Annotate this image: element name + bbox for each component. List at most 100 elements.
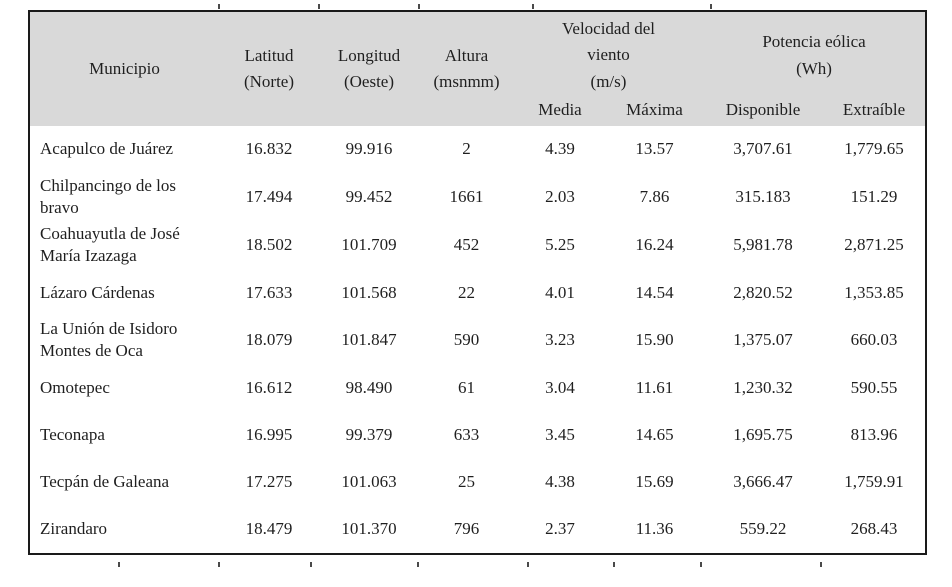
cell-velocidad-media: 5.25 [545, 235, 575, 255]
table-row: Omotepec 16.612 98.490 61 3.04 11.61 1,2… [29, 365, 926, 412]
cell-velocidad-media: 4.39 [545, 139, 575, 159]
cell-latitud: 16.995 [245, 425, 293, 445]
cell-potencia-extraible: 2,871.25 [844, 235, 904, 255]
subheader-disponible: Disponible [703, 99, 823, 126]
cell-municipio: La Unión de Isidoro Montes de Oca [40, 319, 178, 361]
cell-latitud: 18.479 [245, 519, 293, 539]
cell-potencia-disponible: 1,375.07 [733, 330, 793, 350]
wind-power-table: Municipio Latitud (Norte) Longitud (Oest… [28, 10, 927, 555]
scan-tick [218, 4, 220, 9]
cell-longitud: 101.370 [341, 519, 397, 539]
cell-potencia-disponible: 559.22 [739, 519, 787, 539]
cell-altura: 61 [458, 378, 475, 398]
cell-longitud: 101.847 [341, 330, 397, 350]
scan-tick [318, 4, 320, 9]
cell-potencia-disponible: 3,666.47 [733, 472, 793, 492]
cell-longitud: 99.916 [345, 139, 393, 159]
cell-velocidad-maxima: 13.57 [635, 139, 674, 159]
scan-tick [527, 562, 529, 567]
cell-latitud: 16.612 [245, 378, 293, 398]
cell-altura: 452 [453, 235, 480, 255]
cell-potencia-extraible: 1,759.91 [844, 472, 904, 492]
cell-municipio: Tecpán de Galeana [40, 472, 170, 492]
table-row: Tecpán de Galeana 17.275 101.063 25 4.38… [29, 459, 926, 506]
scan-tick [118, 562, 120, 567]
header-potencia-eolica: Potencia eólica (Wh) [703, 11, 926, 99]
table-body: Acapulco de Juárez 16.832 99.916 2 4.39 … [29, 126, 926, 554]
subheader-maxima: Máxima [606, 99, 703, 126]
scan-tick [613, 562, 615, 567]
cell-municipio: Omotepec [40, 378, 110, 398]
scan-tick [310, 562, 312, 567]
header-potencia-line2: (Wh) [796, 58, 832, 78]
cell-latitud: 18.079 [245, 330, 293, 350]
header-potencia-line1: Potencia eólica [762, 32, 866, 52]
scan-tick [417, 562, 419, 567]
cell-altura: 25 [458, 472, 475, 492]
header-velocidad-viento: Velocidad del viento (m/s) [514, 11, 703, 99]
scan-tick [418, 4, 420, 9]
table-row: Chilpancingo de los bravo 17.494 99.452 … [29, 173, 926, 221]
header-latitud-line2: (Norte) [243, 72, 295, 91]
cell-potencia-extraible: 590.55 [850, 378, 898, 398]
table-row: Lázaro Cárdenas 17.633 101.568 22 4.01 1… [29, 269, 926, 316]
cell-altura: 1661 [449, 187, 484, 207]
cell-potencia-disponible: 1,695.75 [733, 425, 793, 445]
cell-velocidad-media: 4.38 [545, 472, 575, 492]
cell-velocidad-media: 2.03 [545, 187, 575, 207]
scan-tick [820, 562, 822, 567]
header-latitud-line1: Latitud [244, 45, 294, 65]
header-longitud: Longitud (Oeste) [319, 11, 419, 126]
table-row: Teconapa 16.995 99.379 633 3.45 14.65 1,… [29, 412, 926, 459]
header-latitud: Latitud (Norte) [219, 11, 319, 126]
cell-velocidad-maxima: 15.69 [635, 472, 674, 492]
cell-municipio: Zirandaro [40, 519, 108, 539]
cell-velocidad-media: 2.37 [545, 519, 575, 539]
table-row: La Unión de Isidoro Montes de Oca 18.079… [29, 316, 926, 364]
header-velocidad-line2: viento [587, 45, 630, 65]
cell-municipio: Lázaro Cárdenas [40, 282, 155, 302]
cell-potencia-extraible: 1,353.85 [844, 282, 904, 302]
header-municipio: Municipio [29, 11, 219, 126]
cell-velocidad-maxima: 11.36 [635, 519, 674, 539]
scan-tick [218, 562, 220, 567]
header-velocidad-line1: Velocidad del [562, 18, 655, 38]
cell-potencia-disponible: 2,820.52 [733, 282, 793, 302]
cell-velocidad-media: 3.45 [545, 425, 575, 445]
cell-velocidad-maxima: 11.61 [635, 378, 674, 398]
cell-municipio: Acapulco de Juárez [40, 139, 174, 159]
cell-longitud: 99.379 [345, 425, 393, 445]
cell-latitud: 16.832 [245, 139, 293, 159]
header-longitud-line2: (Oeste) [343, 72, 395, 91]
cell-potencia-extraible: 813.96 [850, 425, 898, 445]
cell-latitud: 17.275 [245, 472, 293, 492]
cell-potencia-disponible: 5,981.78 [733, 235, 793, 255]
header-longitud-line1: Longitud [337, 45, 401, 65]
cell-altura: 796 [453, 519, 480, 539]
cell-municipio: Coahuayutla de José María Izazaga [40, 224, 180, 266]
cell-velocidad-media: 3.23 [545, 330, 575, 350]
cell-latitud: 17.494 [245, 187, 293, 207]
header-altura-line2: (msnmm) [433, 72, 500, 91]
scan-tick [710, 4, 712, 9]
cell-potencia-extraible: 268.43 [850, 519, 898, 539]
cell-municipio: Chilpancingo de los bravo [40, 176, 176, 218]
cell-altura: 2 [462, 139, 471, 159]
cell-longitud: 98.490 [345, 378, 393, 398]
subheader-media: Media [514, 99, 606, 126]
table-row: Acapulco de Juárez 16.832 99.916 2 4.39 … [29, 126, 926, 173]
header-altura: Altura (msnmm) [419, 11, 514, 126]
cell-velocidad-media: 4.01 [545, 282, 575, 302]
scan-tick [700, 562, 702, 567]
cell-latitud: 17.633 [245, 282, 293, 302]
cell-potencia-extraible: 151.29 [850, 187, 898, 207]
subheader-extraible: Extraíble [823, 99, 926, 126]
cell-municipio: Teconapa [40, 425, 105, 445]
cell-longitud: 99.452 [345, 187, 393, 207]
cell-longitud: 101.063 [341, 472, 397, 492]
cell-altura: 633 [453, 425, 480, 445]
cell-velocidad-maxima: 14.65 [635, 425, 674, 445]
scan-tick [532, 4, 534, 9]
table-header: Municipio Latitud (Norte) Longitud (Oest… [29, 11, 926, 126]
